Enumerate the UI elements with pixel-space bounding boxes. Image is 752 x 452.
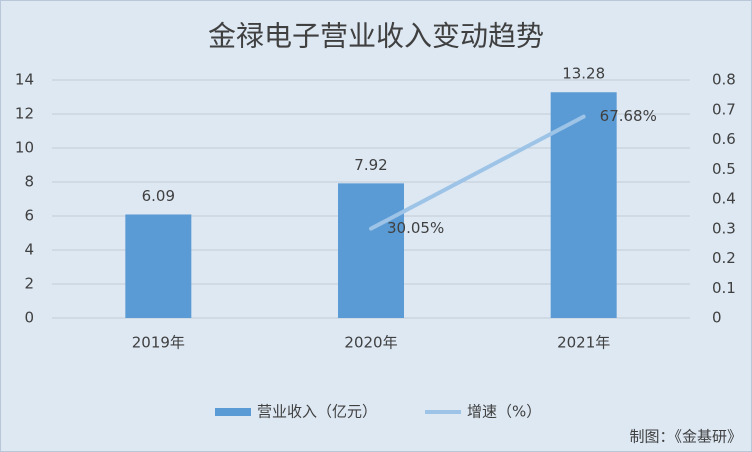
legend-label: 营业收入（亿元） — [257, 403, 377, 421]
x-tick-label: 2020年 — [344, 334, 397, 352]
line-value-label: 30.05% — [387, 219, 444, 237]
line — [369, 114, 586, 231]
legend-swatch — [215, 408, 251, 416]
bar — [125, 214, 192, 318]
line-value-label: 67.68% — [600, 107, 657, 125]
x-tick-label: 2019年 — [132, 334, 185, 352]
bar — [338, 183, 404, 318]
y-tick-label: 4 — [24, 241, 34, 259]
bar-value-label: 6.09 — [142, 187, 175, 205]
y-tick-label: 10 — [15, 139, 34, 157]
y-tick-label: 14 — [15, 71, 34, 89]
y2-tick-label: 0.8 — [712, 71, 736, 89]
y2-tick-label: 0.5 — [712, 160, 736, 178]
y2-tick-label: 0.7 — [712, 100, 736, 118]
x-tick-label: 2021年 — [557, 334, 610, 352]
y-tick-label: 0 — [24, 309, 34, 327]
y-tick-label: 8 — [24, 173, 34, 191]
y2-tick-label: 0.4 — [712, 190, 736, 208]
y-tick-label: 2 — [24, 275, 34, 293]
y-tick-label: 12 — [15, 105, 34, 123]
bar — [550, 92, 617, 319]
chart-title: 金禄电子营业收入变动趋势 — [208, 20, 544, 53]
y2-tick-label: 0.3 — [712, 219, 736, 237]
y2-tick-label: 0 — [712, 309, 722, 327]
bar-value-label: 13.28 — [562, 65, 605, 83]
y2-tick-label: 0.6 — [712, 130, 736, 148]
y2-tick-label: 0.2 — [712, 249, 736, 267]
bar-value-label: 7.92 — [354, 156, 387, 174]
y2-tick-label: 0.1 — [712, 279, 736, 297]
y-tick-label: 6 — [24, 207, 34, 225]
source-note: 制图：《金基研》 — [629, 428, 742, 446]
legend-label: 增速（%） — [467, 403, 541, 421]
